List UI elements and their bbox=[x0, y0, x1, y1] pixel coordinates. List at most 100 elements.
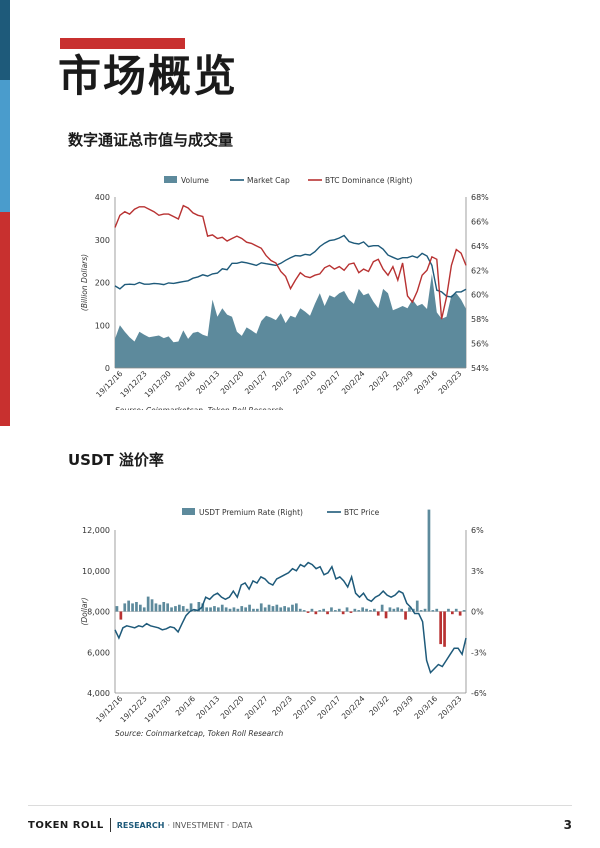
x-tick-label: 20/2/10 bbox=[291, 694, 318, 721]
premium-bar bbox=[298, 608, 302, 612]
premium-bar bbox=[369, 610, 372, 612]
tagline-rest: · INVESTMENT · DATA bbox=[167, 820, 253, 830]
premium-bar bbox=[224, 607, 228, 612]
premium-bar bbox=[365, 608, 368, 612]
premium-bar bbox=[330, 607, 333, 612]
premium-bar bbox=[115, 606, 119, 612]
y2-tick-label: 6% bbox=[471, 526, 484, 535]
premium-bar bbox=[275, 604, 279, 612]
y-axis-title: (Dollar) bbox=[80, 597, 89, 625]
y-tick-label: 10,000 bbox=[82, 567, 110, 576]
y2-tick-label: 68% bbox=[471, 193, 489, 202]
premium-bar bbox=[334, 610, 337, 612]
premium-bar bbox=[295, 603, 298, 612]
premium-bar bbox=[314, 611, 318, 615]
premium-bar bbox=[185, 608, 189, 612]
y-tick-label: 8,000 bbox=[87, 608, 110, 617]
legend-swatch bbox=[164, 176, 177, 183]
side-accent-dark bbox=[0, 0, 10, 80]
y2-tick-label: 64% bbox=[471, 242, 489, 251]
premium-bar bbox=[302, 610, 306, 612]
y2-tick-label: 56% bbox=[471, 340, 489, 349]
premium-bar bbox=[404, 611, 407, 620]
premium-bar bbox=[392, 608, 396, 612]
y2-tick-label: 54% bbox=[471, 364, 489, 373]
premium-bar bbox=[431, 610, 435, 612]
premium-bar bbox=[400, 608, 403, 612]
y2-tick-label: 66% bbox=[471, 217, 489, 226]
premium-bar bbox=[123, 603, 127, 612]
premium-bar bbox=[396, 607, 400, 612]
premium-bar bbox=[443, 611, 446, 647]
premium-bar bbox=[451, 611, 454, 615]
chart-source: Source: Coinmarketcap, Token Roll Resear… bbox=[115, 729, 283, 738]
y-tick-label: 6,000 bbox=[87, 648, 110, 657]
premium-bar bbox=[322, 608, 325, 612]
premium-bar bbox=[435, 608, 439, 612]
x-tick-label: 20/1/20 bbox=[219, 369, 246, 396]
x-tick-label: 20/1/27 bbox=[243, 694, 270, 721]
premium-bar bbox=[201, 603, 205, 612]
premium-bar bbox=[209, 607, 212, 612]
y-tick-label: 4,000 bbox=[87, 689, 110, 698]
premium-bar bbox=[353, 608, 357, 612]
premium-bar bbox=[380, 604, 384, 612]
premium-bar bbox=[236, 608, 240, 612]
legend-swatch bbox=[182, 508, 195, 515]
premium-bar bbox=[174, 606, 177, 612]
footer-separator bbox=[109, 818, 111, 832]
x-tick-label: 19/12/30 bbox=[143, 694, 173, 724]
legend-label: Volume bbox=[181, 176, 209, 185]
premium-bar bbox=[408, 607, 411, 612]
y-tick-label: 12,000 bbox=[82, 526, 110, 535]
usdt-premium-chart: USDT Premium Rate (Right) BTC Price 4,000 6… bbox=[80, 508, 487, 738]
page-number: 3 bbox=[563, 818, 572, 832]
y2-tick-label: 60% bbox=[471, 291, 489, 300]
premium-bar bbox=[283, 606, 286, 612]
premium-bar bbox=[373, 608, 376, 612]
legend-label: Market Cap bbox=[247, 176, 290, 185]
x-tick-label: 20/2/24 bbox=[340, 694, 367, 721]
premium-bar bbox=[181, 606, 185, 612]
premium-bar bbox=[291, 604, 294, 612]
y2-tick-label: -6% bbox=[471, 689, 487, 698]
premium-bar bbox=[189, 603, 193, 612]
x-tick-label: 20/2/24 bbox=[340, 369, 367, 396]
premium-bar bbox=[131, 603, 134, 612]
premium-bar bbox=[240, 606, 244, 612]
premium-bar bbox=[166, 603, 169, 612]
premium-bar bbox=[271, 606, 275, 612]
x-tick-label: 20/3/16 bbox=[412, 369, 439, 396]
btc-dominance-line bbox=[114, 204, 467, 320]
y-tick-label: 200 bbox=[95, 279, 110, 288]
premium-bar bbox=[158, 604, 162, 612]
y2-tick-label: 0% bbox=[471, 608, 484, 617]
premium-bar bbox=[119, 611, 123, 620]
y-tick-label: 0 bbox=[105, 364, 110, 373]
y2-tick-label: 3% bbox=[471, 567, 484, 576]
legend-label: BTC Price bbox=[344, 508, 380, 517]
footer-divider bbox=[28, 805, 572, 806]
y-tick-label: 300 bbox=[95, 236, 110, 245]
premium-bar bbox=[127, 600, 130, 612]
x-tick-label: 20/3/2 bbox=[367, 694, 391, 718]
brand-name: TOKEN ROLL bbox=[28, 819, 104, 831]
premium-bar bbox=[439, 611, 442, 645]
y2-tick-label: -3% bbox=[471, 648, 487, 657]
side-accent-light bbox=[0, 80, 10, 212]
premium-bar bbox=[388, 607, 392, 612]
premium-bar bbox=[244, 607, 247, 612]
x-tick-label: 20/3/23 bbox=[437, 369, 464, 396]
premium-bar bbox=[267, 604, 271, 612]
x-tick-label: 20/1/13 bbox=[194, 694, 221, 721]
premium-bar bbox=[220, 604, 224, 612]
premium-bar bbox=[345, 607, 349, 612]
x-tick-label: 20/2/17 bbox=[316, 694, 343, 721]
premium-bar bbox=[146, 596, 150, 612]
side-accent-red bbox=[0, 212, 10, 426]
title-accent-bar bbox=[60, 38, 185, 49]
premium-bar bbox=[205, 607, 208, 612]
x-tick-label: 20/2/10 bbox=[291, 369, 318, 396]
y-tick-label: 400 bbox=[95, 193, 110, 202]
premium-bar bbox=[142, 607, 146, 612]
